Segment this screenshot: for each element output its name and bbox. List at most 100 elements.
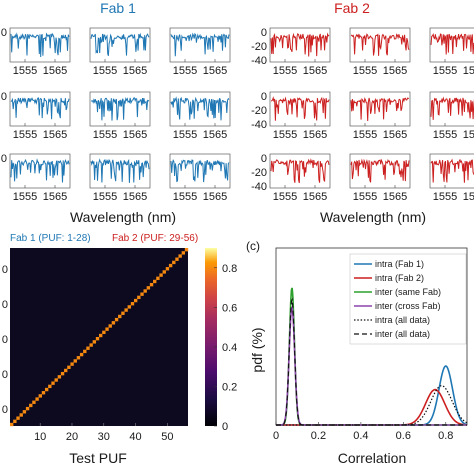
- pdf-x-tick-label: 0: [273, 430, 279, 442]
- heatmap-diagonal-cell: [153, 279, 157, 284]
- spectrum-trace: [350, 97, 410, 122]
- heatmap-diagonal-cell: [172, 260, 176, 265]
- spectrum-trace: [10, 97, 70, 120]
- heatmap-diagonal-cell: [184, 248, 189, 252]
- panel-c-label: (c): [246, 239, 260, 253]
- spectrum-subplot: 1555 1565: [429, 27, 474, 77]
- heatmap-diagonal-cell: [19, 413, 23, 417]
- x-tick-label: 1565: [203, 129, 227, 141]
- heatmap-y-tick-label: 0: [2, 369, 8, 381]
- x-tick-label: 1565: [383, 129, 407, 141]
- colorbar-tick-label: 0.2: [222, 381, 237, 393]
- x-tick-label: 1565: [43, 191, 67, 203]
- spectrum-subplot: 1555 1565: [349, 27, 411, 77]
- x-tick-label: 1555: [433, 65, 457, 77]
- heatmap-diagonal-cell: [54, 378, 58, 382]
- y-tick-label: -20: [251, 105, 267, 117]
- spectrum-subplot: 1555 1565: [89, 91, 151, 141]
- y-tick-label: 0: [261, 27, 267, 39]
- spectrum-trace: [350, 158, 410, 183]
- heatmap-y-tick-label: 0: [2, 299, 8, 311]
- x-tick-label: 1565: [303, 191, 327, 203]
- x-tick-label: 1565: [203, 65, 227, 77]
- colorbar-tick-label: 0.6: [222, 302, 237, 314]
- heatmap-diagonal-cell: [89, 343, 93, 347]
- heatmap-diagonal-cell: [127, 305, 131, 309]
- x-tick-label: 1555: [173, 65, 197, 77]
- heatmap-diagonal-cell: [41, 391, 46, 395]
- spectrum-trace: [270, 158, 330, 184]
- x-tick-label: 1565: [303, 65, 327, 77]
- heatmap-y-tick-label: 0: [2, 264, 8, 276]
- spectrum-trace: [170, 32, 230, 57]
- spectrum-trace: [270, 96, 330, 121]
- x-tick-label: 1555: [273, 65, 297, 77]
- heatmap-diagonal-cell: [35, 397, 39, 401]
- spectrum-subplot: 1555 1565: [169, 27, 231, 77]
- heatmap-diagonal-cell: [165, 267, 170, 271]
- spectrum-trace: [10, 158, 70, 183]
- heatmap-diagonal-cell: [44, 387, 49, 392]
- spectrum-subplot: 1555 1565 0 -20 -40: [251, 91, 331, 141]
- fab1-xlabel: Wavelength (nm): [70, 209, 176, 225]
- legend-entry-label: inter (same Fab): [375, 287, 441, 297]
- heatmap-diagonal-cell: [29, 403, 33, 408]
- heatmap-diagonal-cell: [48, 384, 52, 389]
- spectrum-trace: [90, 97, 150, 121]
- y-tick-label: -40: [251, 55, 267, 67]
- heatmap-diagonal-cell: [130, 302, 135, 306]
- heatmap-diagonal-cell: [86, 346, 90, 350]
- heatmap-annotation-fab1: Fab 1 (PUF: 1-28): [10, 233, 91, 244]
- heatmap-diagonal-cell: [105, 327, 109, 331]
- pdf-curve: [276, 365, 468, 426]
- x-tick-label: 1555: [273, 191, 297, 203]
- y-tick-label: -20: [251, 167, 267, 179]
- heatmap-diagonal-cell: [149, 282, 154, 287]
- pdf-ylabel: pdf (%): [249, 327, 265, 372]
- y-tick-label: -20: [251, 41, 267, 53]
- legend-entry-label: inter (cross Fab): [375, 301, 441, 311]
- heatmap-diagonal-cell: [124, 308, 128, 312]
- spectrum-subplot: 1555 1565: [169, 153, 231, 203]
- spectrum-subplot: 1555 1565: [169, 91, 231, 141]
- heatmap-diagonal-cell: [114, 317, 119, 322]
- heatmap-diagonal-cell: [140, 292, 144, 296]
- spectrum-subplot: 1555 1565 0 -20 -40: [251, 153, 331, 203]
- x-tick-label: 1565: [463, 65, 474, 77]
- spectrum-subplot: 1555 1565: [349, 91, 411, 141]
- spectrum-trace: [170, 158, 230, 183]
- heatmap-diagonal-cell: [83, 349, 87, 354]
- heatmap-diagonal-cell: [67, 365, 71, 369]
- heatmap-diagonal-cell: [38, 394, 42, 398]
- pdf-x-tick-label: 0.4: [353, 430, 368, 442]
- heatmap-diagonal-cell: [60, 371, 65, 376]
- spectrum-trace: [430, 158, 474, 183]
- spectrum-trace: [351, 33, 410, 56]
- heatmap-x-tick-label: 40: [129, 431, 141, 443]
- heatmap-diagonal-cell: [25, 406, 30, 411]
- pdf-legend-box: [349, 253, 467, 345]
- y-tick-label: 0: [1, 153, 7, 165]
- heatmap-diagonal-cell: [118, 314, 122, 319]
- spectrum-subplot: 1555 1565: [429, 91, 474, 141]
- heatmap-y-tick-label: 0: [2, 334, 8, 346]
- heatmap-y-tick-label: 0: [2, 404, 8, 416]
- heatmap-diagonal-cell: [22, 410, 27, 414]
- pdf-curve: [276, 297, 467, 426]
- x-tick-label: 1555: [173, 191, 197, 203]
- colorbar-tick-label: 0.4: [222, 342, 237, 354]
- spectrum-subplot: 1555 1565 0: [1, 153, 71, 203]
- heatmap-diagonal-cell: [162, 270, 166, 274]
- spectrum-subplot: 1555 1565: [429, 153, 474, 203]
- fab2-spectra-panel: Fab 2 155515650-20-401555156515551565155…: [251, 0, 474, 225]
- x-tick-label: 1555: [173, 129, 197, 141]
- heatmap-diagonal-cell: [95, 337, 100, 341]
- heatmap-x-tick-label: 50: [161, 431, 173, 443]
- spectrum-subplot: 1555 1565 0 -20 -40: [251, 27, 331, 77]
- heatmap-diagonal-cell: [108, 324, 112, 328]
- colorbar-tick-label: 0.8: [222, 263, 237, 275]
- pdf-x-tick-label: 0.6: [396, 430, 411, 442]
- heatmap-x-tick-label: 20: [66, 431, 78, 443]
- x-tick-label: 1555: [93, 129, 117, 141]
